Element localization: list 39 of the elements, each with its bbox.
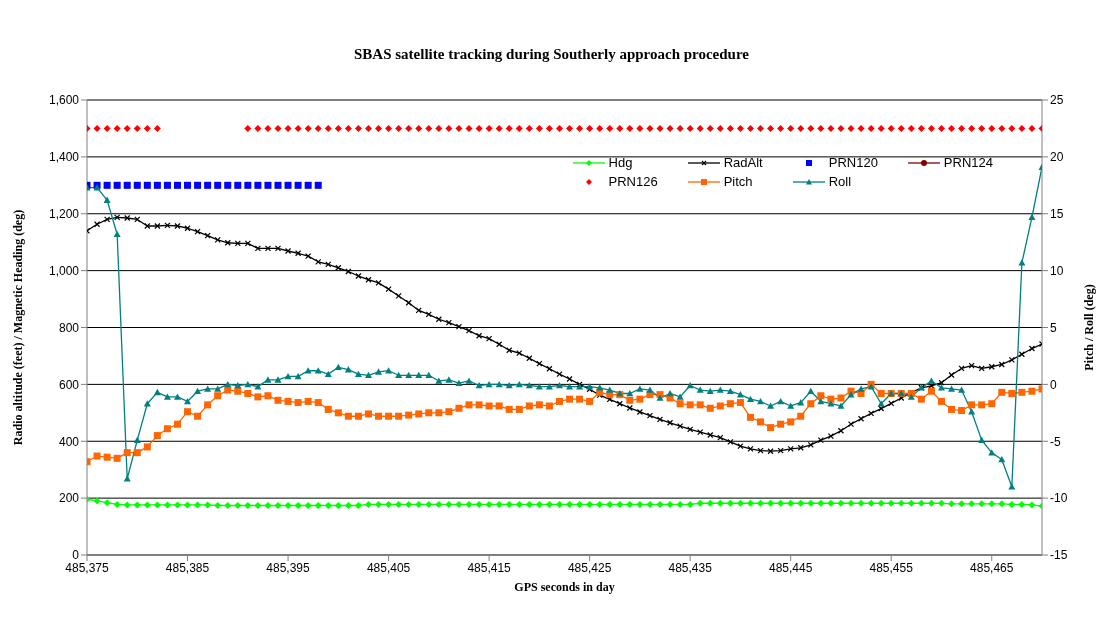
- y2-tick-label: 0: [1050, 377, 1057, 392]
- y-axis-title: Radio altitude (feet) / Magnetic Heading (deg): [11, 209, 26, 446]
- x-tick-label: 485,425: [567, 560, 612, 575]
- y2-tick-label: 20: [1050, 150, 1064, 165]
- y-tick-label: 1,000: [48, 263, 80, 278]
- chart-title: SBAS satellite tracking during Southerly approach procedure: [352, 46, 750, 63]
- y-tick-label: 800: [58, 320, 80, 335]
- x-tick-label: 485,395: [266, 560, 311, 575]
- legend-label: PRN120: [828, 155, 878, 170]
- legend-label: PRN124: [943, 155, 993, 170]
- y2-tick-label: 15: [1050, 207, 1064, 222]
- x-axis-title: GPS seconds in day: [514, 580, 615, 594]
- x-tick-label: 485,405: [366, 560, 411, 575]
- x-tick-label: 485,445: [768, 560, 813, 575]
- y2-tick-label: -15: [1050, 548, 1068, 563]
- y2-tick-label: 25: [1050, 93, 1064, 108]
- legend-label: PRN126: [608, 174, 658, 189]
- legend-label: Roll: [828, 174, 852, 189]
- x-tick-label: 485,435: [668, 560, 713, 575]
- x-tick-label: 485,375: [65, 560, 110, 575]
- y-tick-label: 200: [58, 491, 80, 506]
- x-tick-label: 485,385: [165, 560, 210, 575]
- y2-tick-label: -5: [1050, 434, 1061, 449]
- x-tick-label: 485,465: [970, 560, 1014, 575]
- x-tick-label: 485,455: [869, 560, 914, 575]
- y2-tick-label: -10: [1050, 491, 1068, 506]
- y-tick-label: 600: [58, 377, 80, 392]
- legend-label: Hdg: [608, 155, 633, 170]
- y-tick-label: 1,600: [48, 93, 80, 108]
- y-tick-label: 0: [72, 548, 80, 563]
- y2-tick-label: 5: [1050, 320, 1057, 335]
- legend-label: Pitch: [723, 174, 753, 189]
- y-tick-label: 1,200: [48, 207, 80, 222]
- y-tick-label: 1,400: [48, 150, 80, 165]
- x-tick-label: 485,415: [467, 560, 512, 575]
- legend-label: RadAlt: [723, 155, 763, 170]
- y-tick-label: 400: [58, 434, 80, 449]
- y2-tick-label: 10: [1050, 263, 1064, 278]
- y2-axis-title: Pitch / Roll (deg): [1082, 284, 1097, 371]
